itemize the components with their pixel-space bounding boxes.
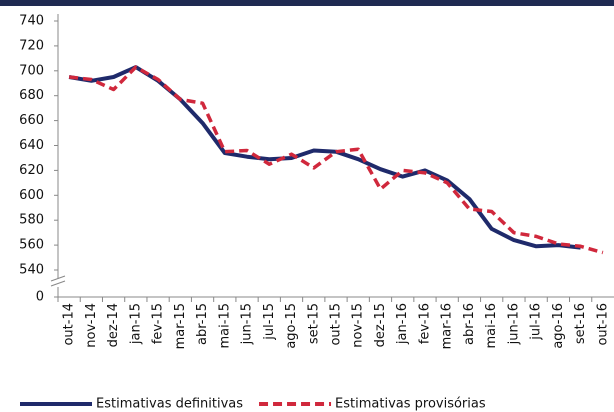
x-tick-label: mai-15 (217, 303, 232, 348)
y-tick-label: 700 (19, 63, 44, 78)
x-tick-label: jan-15 (128, 303, 143, 345)
x-tick-label: fev-15 (151, 303, 166, 344)
y-tick-label: 600 (19, 188, 44, 203)
y-tick-label: 0 (36, 290, 44, 305)
y-tick-label: 580 (19, 213, 44, 228)
x-tick-label: jul-15 (262, 303, 277, 341)
header-bar (0, 0, 614, 6)
x-tick-label: dez-15 (373, 303, 388, 347)
y-tick-label: 540 (19, 263, 44, 278)
x-tick-label: jun-15 (240, 303, 255, 345)
x-tick-label: dez-14 (106, 303, 121, 347)
x-tick-label: abr-15 (195, 303, 210, 345)
legend-label: Estimativas definitivas (96, 397, 243, 412)
x-tick-label: ago-16 (551, 303, 566, 349)
y-tick-label: 620 (19, 163, 44, 178)
y-tick-label: 660 (19, 113, 44, 128)
y-tick-label: 640 (19, 138, 44, 153)
y-tick-label: 740 (19, 14, 44, 29)
x-tick-label: ago-15 (284, 303, 299, 349)
y-tick-label: 560 (19, 238, 44, 253)
legend-label: Estimativas provisórias (335, 397, 486, 412)
x-tick-label: set-16 (573, 303, 588, 344)
y-tick-label: 680 (19, 88, 44, 103)
x-tick-label: set-15 (306, 303, 321, 344)
x-tick-label: fev-16 (417, 303, 432, 344)
x-tick-label: out-16 (595, 303, 610, 346)
x-tick-label: nov-14 (84, 303, 99, 348)
x-tick-label: mai-16 (484, 303, 499, 348)
x-tick-label: out-14 (62, 303, 77, 346)
axis-break (50, 275, 66, 282)
x-tick-label: mar-15 (173, 303, 188, 349)
x-tick-label: abr-16 (462, 303, 477, 345)
x-tick-label: jun-16 (506, 303, 521, 345)
x-tick-label: mar-16 (440, 303, 455, 349)
x-tick-label: out-15 (329, 303, 344, 346)
series-line (68, 65, 604, 255)
y-tick-label: 720 (19, 38, 44, 53)
series-line (68, 65, 581, 250)
x-tick-label: jan-16 (395, 303, 410, 345)
x-tick-label: jul-16 (529, 303, 544, 341)
x-tick-label: nov-15 (351, 303, 366, 348)
axis-break (50, 280, 66, 287)
